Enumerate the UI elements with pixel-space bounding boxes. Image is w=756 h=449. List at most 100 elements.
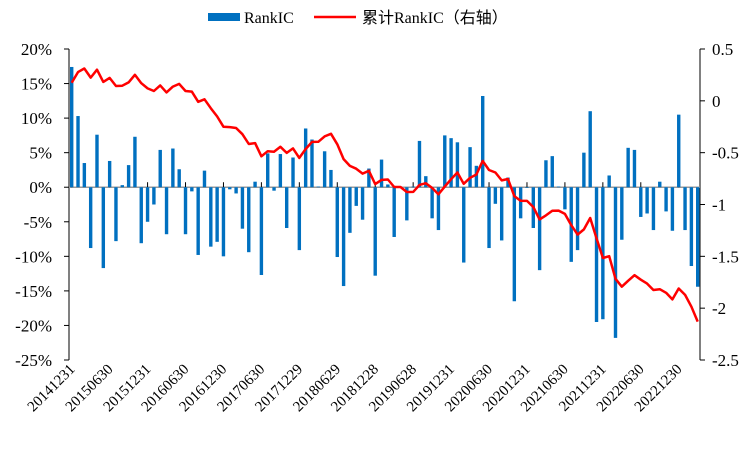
bar [557,187,560,188]
bar [633,150,636,187]
bar [538,187,541,270]
left-tick-label: 20% [21,40,52,59]
bar [348,187,351,233]
right-tick-label: 0 [712,92,721,111]
bar [279,154,282,187]
bar [513,187,516,301]
left-tick-label: 5% [29,144,52,163]
bar [209,187,212,246]
bar [519,187,522,218]
bar [190,187,193,191]
legend-bar-swatch [208,13,240,21]
bar [614,187,617,338]
bar [146,187,149,222]
bar [196,187,199,255]
bar [247,187,250,252]
bar [152,187,155,204]
bar-series [70,67,699,338]
bar [184,187,187,234]
bar [696,187,699,287]
legend-label-rankic: RankIC [244,10,294,27]
bar [361,187,364,219]
bar [291,158,294,188]
bar [159,150,162,187]
bar [165,187,168,234]
legend: RankIC 累计RankIC（右轴） [208,9,508,27]
bar [620,187,623,240]
left-tick-label: -15% [15,282,52,301]
bar [336,187,339,257]
bar [127,165,130,187]
right-tick-label: -1.5 [712,247,739,266]
bar [544,160,547,187]
bar [234,187,237,193]
bar [285,187,288,228]
bar [272,187,275,190]
bar [241,187,244,228]
bar [411,187,414,188]
bar [171,149,174,188]
bar [121,185,124,187]
bar [102,187,105,268]
right-tick-label: 0.5 [712,40,733,59]
bar [298,187,301,250]
bar [310,140,313,188]
bar [652,187,655,230]
bar [481,96,484,187]
legend-label-cumulative: 累计RankIC（右轴） [362,9,508,27]
bar [443,135,446,187]
bar [317,187,320,188]
bar [304,128,307,187]
bar [95,135,98,188]
bar [266,153,269,187]
bar [430,187,433,218]
left-tick-label: 15% [21,75,52,94]
left-tick-label: -5% [24,213,52,232]
bar [177,169,180,187]
bar [140,187,143,243]
bar [215,187,218,242]
left-tick-label: -10% [15,247,52,266]
bar [329,170,332,187]
bar [664,187,667,211]
bar [374,187,377,275]
bar [658,182,661,188]
bar [228,187,231,189]
bar [671,187,674,231]
bar [595,187,598,322]
bar [500,187,503,240]
bar [380,160,383,188]
bar [355,187,358,206]
axes: 20%15%10%5%0%-5%-10%-15%-20%-25%0.50-0.5… [15,40,739,415]
left-tick-label: -20% [15,316,52,335]
bar [386,184,389,187]
bar [677,115,680,188]
bar [639,187,642,217]
bar [83,163,86,187]
left-tick-label: -25% [15,351,52,370]
bar [645,187,648,213]
bar [494,187,497,204]
bar [551,156,554,187]
bar [576,187,579,250]
bar [342,187,345,286]
bar [114,187,117,241]
bar [690,187,693,266]
bar [462,187,465,262]
left-tick-label: 10% [21,109,52,128]
bar [582,153,585,188]
bar [253,182,256,188]
bar [203,171,206,188]
bar [563,187,566,209]
bar [456,142,459,187]
right-tick-label: -2.5 [712,351,739,370]
bar [70,67,73,187]
right-tick-label: -2 [712,299,726,318]
bar [418,141,421,187]
bar [222,187,225,256]
bar [468,147,471,187]
bar [607,175,610,187]
bar [76,116,79,187]
bar [626,148,629,187]
